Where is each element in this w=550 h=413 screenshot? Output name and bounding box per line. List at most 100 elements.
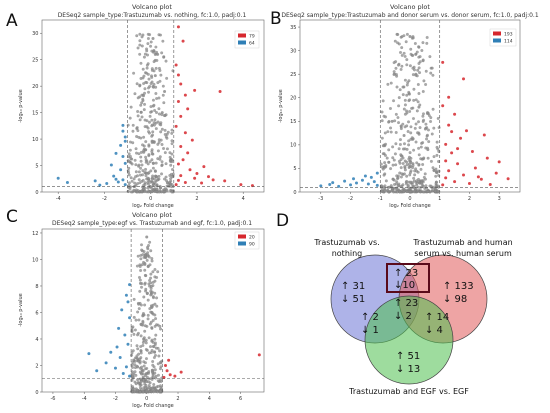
panel-c-point-ns <box>154 333 158 337</box>
panel-c-point-ns <box>153 350 157 354</box>
panel-c-point-up <box>257 353 261 357</box>
panel-b-point-ns <box>407 79 411 83</box>
panel-c-subtitle: DESeq2 sample_type:egf vs. Trastuzumab a… <box>52 220 252 227</box>
panel-a-point-ns <box>149 110 153 114</box>
panel-a-point-ns <box>139 110 143 114</box>
panel-b-point-ns <box>412 176 416 180</box>
panel-a-point-ns <box>132 177 136 181</box>
panel-b-point-ns <box>427 140 431 144</box>
panel-b-point-ns <box>414 72 418 76</box>
panel-c-point-ns <box>150 310 154 314</box>
panel-c-point-ns <box>134 318 138 322</box>
panel-a-point-up <box>218 89 222 93</box>
panel-c-point-down <box>118 356 122 360</box>
panel-b-point-ns <box>380 165 384 169</box>
panel-c-point-up <box>167 358 171 362</box>
panel-b-point-ns <box>426 148 430 152</box>
panel-c-point-ns <box>151 363 155 367</box>
panel-a-point-ns <box>146 53 149 57</box>
panel-b-point-ns <box>415 109 419 113</box>
panel-b-point-ns <box>417 45 420 49</box>
panel-b-point-ns <box>393 190 397 194</box>
panel-a-point-ns <box>132 188 136 192</box>
panel-a-point-ns <box>148 114 152 118</box>
panel-a-point-ns <box>127 152 131 156</box>
panel-a-point-ns <box>152 182 156 186</box>
panel-a-point-down <box>109 163 113 167</box>
panel-c-point-ns <box>159 327 162 331</box>
panel-b-point-ns <box>411 185 415 189</box>
panel-c-point-ns <box>138 289 142 293</box>
panel-a-point-ns <box>159 123 163 127</box>
panel-b-point-ns <box>389 167 393 171</box>
panel-a-point-down <box>119 143 123 147</box>
panel-b-point-up <box>453 180 457 184</box>
panel-a-point-down <box>65 180 69 184</box>
panel-b-point-ns <box>381 152 385 156</box>
panel-b-point-ns <box>406 130 410 133</box>
panel-b-point-ns <box>389 107 392 110</box>
panel-b-point-ns <box>414 98 418 102</box>
panel-a-point-ns <box>146 162 150 166</box>
panel-b-point-ns <box>426 156 430 160</box>
panel-b-xtick-label: 2 <box>468 196 471 202</box>
panel-b-point-down <box>363 174 367 178</box>
panel-b-point-up <box>497 160 501 164</box>
panel-b-point-ns <box>431 107 435 111</box>
panel-c-point-ns <box>130 353 133 357</box>
panel-a-point-ns <box>135 34 139 38</box>
panel-b-point-ns <box>416 131 419 135</box>
panel-c-point-ns <box>154 346 158 350</box>
panel-c-point-ns <box>136 254 140 258</box>
panel-c-point-ns <box>138 390 142 394</box>
panel-a-point-ns <box>156 81 160 85</box>
panel-a-ytick-label: 10 <box>32 137 38 143</box>
panel-a-point-ns <box>142 108 146 112</box>
panel-b-point-ns <box>385 156 389 160</box>
panel-b-point-ns <box>405 58 409 62</box>
panel-a-point-ns <box>149 169 153 173</box>
panel-c-ytick-label: 6 <box>35 310 38 316</box>
panel-a-point-down <box>121 129 125 133</box>
panel-c-point-ns <box>138 377 142 381</box>
panel-b-point-ns <box>434 167 438 171</box>
panel-b-point-ns <box>410 107 414 110</box>
panel-c-point-ns <box>133 390 136 394</box>
panel-b-point-ns <box>432 155 436 159</box>
panel-a-point-ns <box>164 59 168 63</box>
panel-a-point-ns <box>146 62 150 66</box>
panel-a-point-ns <box>158 79 162 83</box>
panel-a-point-ns <box>160 190 164 194</box>
panel-b-point-up <box>485 156 489 160</box>
panel-a-point-ns <box>152 123 156 127</box>
panel-c-point-ns <box>133 370 137 374</box>
panel-b-point-ns <box>393 119 397 123</box>
panel-a-point-down <box>116 180 120 184</box>
panel-b-point-down <box>372 180 376 184</box>
panel-b-point-ns <box>412 148 416 152</box>
panel-c-point-ns <box>140 243 143 247</box>
panel-c-point-ns <box>156 362 160 366</box>
panel-a-point-ns <box>168 182 172 186</box>
panel-a-point-ns <box>142 94 145 98</box>
panel-b-point-ns <box>411 166 414 170</box>
panel-b-point-ns <box>403 142 406 146</box>
panel-a-point-ns <box>153 118 157 122</box>
panel-c-point-ns <box>146 253 149 257</box>
panel-b-point-ns <box>422 156 426 160</box>
panel-a-point-ns <box>170 128 174 132</box>
panel-b-point-ns <box>398 143 402 146</box>
panel-b-point-ns <box>437 126 441 130</box>
panel-a-point-up <box>176 25 180 29</box>
panel-c-point-down <box>109 350 113 354</box>
panel-a-point-ns <box>150 76 154 79</box>
panel-b-point-ns <box>424 146 428 150</box>
panel-a-point-up <box>190 138 194 142</box>
panel-c-point-ns <box>139 269 143 272</box>
panel-c-point-ns <box>153 337 157 341</box>
panel-c-point-ns <box>143 273 147 277</box>
panel-c-point-ns <box>157 354 161 358</box>
panel-a-point-down <box>56 176 60 180</box>
panel-a-point-ns <box>159 138 163 142</box>
panel-b-point-ns <box>416 100 420 104</box>
